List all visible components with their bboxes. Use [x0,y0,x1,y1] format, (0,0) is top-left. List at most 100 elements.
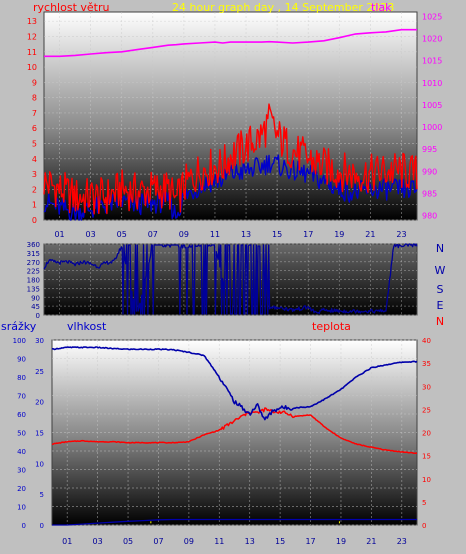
tick-label: 03 [86,230,96,239]
tick-label: 985 [422,189,437,198]
tick-label: 25 [422,406,431,414]
tick-label: 990 [422,167,437,176]
tick-label: 19 [334,230,344,239]
pressure-line [44,28,417,58]
wind-speed-label: rychlost větru [33,1,109,14]
tick-label: 0 [32,216,37,225]
tick-label: 8 [32,94,37,103]
tick-label: 40 [422,337,431,345]
tick-label: 01 [62,537,72,546]
tick-label: 1005 [422,101,442,110]
tick-label: 07 [148,230,158,239]
tick-label: 315 [27,250,40,258]
tick-label: 10 [27,63,37,72]
tick-label: 90 [17,356,26,364]
humidity-label: vlhkost [67,320,107,333]
tick-label: 0 [422,522,426,530]
tick-label: 0 [40,522,44,530]
tick-label: 4 [32,155,37,164]
tick-label: 23 [396,230,406,239]
rain-label: srážky [1,320,37,333]
tick-label: 23 [397,537,407,546]
compass-letter: W [435,264,446,277]
tick-label: 09 [184,537,194,546]
tick-label: 2 [32,185,37,194]
tick-label: 13 [245,537,255,546]
wind-gust-line [43,103,418,215]
tick-label: 225 [27,268,40,276]
tick-label: 17 [305,537,315,546]
tick-label: 13 [27,17,37,26]
tick-label: 1015 [422,57,442,66]
compass-letter: E [437,299,444,312]
temperature-axis: 0 5 10 15 20 25 30 35 40 [422,337,431,530]
humidity-series [51,346,418,526]
tick-label: 10 [422,476,431,484]
compass-letter: N [436,315,444,328]
tick-label: 17 [303,230,313,239]
rain-axis: 0 10 20 30 40 50 60 70 80 90 100 [13,337,26,530]
tick-label: 40 [17,448,26,456]
humidity-axis: 0 5 10 15 20 25 30 [35,337,44,530]
tick-label: 1 [32,201,37,210]
tick-label: 5 [422,499,426,507]
tick-label: 80 [17,374,26,382]
tick-label: 35 [422,360,431,368]
tick-label: 10 [35,460,44,468]
tick-label: 360 [27,241,40,249]
tick-label: 20 [422,430,431,438]
direction-line [43,243,418,315]
pressure-label: tlak [371,1,392,14]
temperature-line [51,407,418,455]
tick-label: 15 [272,230,282,239]
tick-label: 30 [422,383,431,391]
tick-label: 0 [36,312,40,320]
tick-label: 0 [22,522,26,530]
tick-label: 1020 [422,35,442,44]
tick-label: 70 [17,393,26,401]
tick-label: 05 [123,537,133,546]
tick-label: 30 [17,467,26,475]
wind-hour-axis: 01 03 05 07 09 11 13 15 17 19 21 23 [54,230,406,239]
graph-title: 24 hour graph day , 14 September 2023 [172,1,394,14]
humidity-line [52,346,418,421]
compass-letter: S [437,283,444,296]
tick-label: 995 [422,145,437,154]
pressure-axis: 980 985 990 995 1000 1005 1010 1015 1020 1025 [422,12,442,220]
tick-label: 12 [27,32,37,41]
tick-label: 135 [27,285,40,293]
tick-label: 25 [35,368,44,376]
tick-label: 13 [241,230,251,239]
tick-label: 19 [336,537,346,546]
tick-label: 45 [31,303,40,311]
tick-label: 05 [117,230,127,239]
tick-label: 100 [13,337,26,345]
rain-line [52,518,417,526]
tick-label: 15 [35,430,44,438]
tick-label: 9 [32,78,37,87]
wind-series [43,28,418,221]
tick-label: 270 [27,259,40,267]
tick-label: 07 [153,537,163,546]
tick-label: 21 [365,230,375,239]
tick-label: 90 [31,294,40,302]
tick-label: 20 [17,485,26,493]
tick-label: 11 [214,537,224,546]
direction-series [43,243,418,315]
tick-label: 5 [32,140,37,149]
tick-label: 180 [27,277,40,285]
tick-label: 20 [35,399,44,407]
temperature-label: teplota [312,320,351,333]
tick-label: 7 [32,109,37,118]
tick-label: 11 [210,230,220,239]
tick-label: 21 [366,537,376,546]
tick-label: 1010 [422,79,442,88]
tick-label: 01 [54,230,64,239]
tick-label: 6 [32,124,37,133]
tick-label: 10 [17,504,26,512]
tick-label: 03 [93,537,103,546]
